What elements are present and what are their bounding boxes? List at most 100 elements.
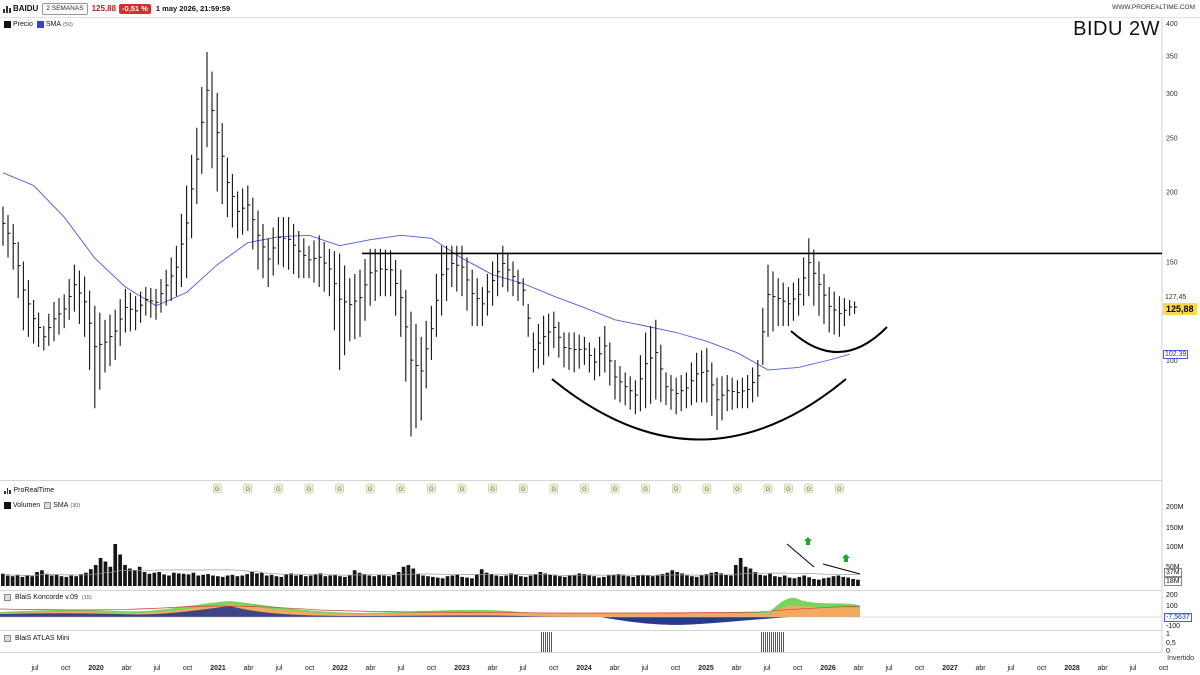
volume-trendline-1: [786, 543, 815, 568]
volume-bar: [474, 574, 479, 586]
legend-volume-sma[interactable]: SMA (30): [44, 502, 80, 509]
event-marker-icon[interactable]: G: [580, 483, 589, 494]
event-marker-icon[interactable]: G: [784, 483, 793, 494]
legend-price[interactable]: Precio: [4, 21, 33, 28]
volume-bar: [426, 576, 430, 586]
volume-bar: [685, 575, 689, 586]
volume-bar: [802, 575, 807, 586]
time-axis-label: abr: [609, 665, 620, 672]
event-marker-icon[interactable]: G: [488, 483, 497, 494]
volume-sma-line: [3, 569, 859, 576]
volume-bar: [758, 574, 763, 586]
volume-bar: [558, 576, 562, 586]
atlas-bar: [783, 632, 784, 652]
event-marker-label: G: [674, 487, 679, 493]
event-marker-label: G: [806, 487, 811, 493]
event-marker-icon[interactable]: G: [427, 483, 436, 494]
bar-chart-icon[interactable]: [3, 5, 11, 13]
volume-bar: [5, 575, 10, 586]
volume-bar: [592, 576, 596, 586]
pane-divider[interactable]: [0, 630, 1162, 631]
event-marker-badge: [804, 483, 814, 494]
koncorde-legend[interactable]: BlaiS Koncorde v.09 (15): [4, 594, 92, 601]
event-marker-icon[interactable]: G: [763, 483, 773, 494]
volume-bar: [181, 573, 186, 586]
sma-swatch: [36, 21, 44, 28]
event-marker-badge: [671, 483, 681, 494]
event-marker-icon[interactable]: G: [733, 483, 742, 494]
volume-bar: [602, 576, 606, 586]
event-marker-icon[interactable]: G: [335, 483, 344, 494]
time-axis-label: jul: [152, 665, 160, 672]
volume-bar: [572, 574, 577, 586]
time-axis-label: jul: [30, 665, 38, 672]
volume-bar: [665, 572, 670, 586]
event-marker-icon[interactable]: G: [274, 483, 283, 494]
time-axis-label: 2023: [454, 665, 470, 672]
event-marker-icon[interactable]: G: [365, 483, 375, 494]
event-marker-icon[interactable]: G: [304, 483, 314, 494]
volume-bar: [670, 570, 675, 586]
volume-bar: [377, 574, 381, 586]
event-marker-label: G: [837, 487, 842, 493]
event-marker-icon[interactable]: G: [396, 483, 406, 494]
koncorde-tick: 100: [1166, 603, 1178, 610]
volume-bar: [411, 568, 416, 586]
volume-bar: [421, 575, 425, 586]
atlas-tick: 0,5: [1166, 640, 1176, 647]
time-axis-label: abr: [853, 665, 864, 672]
volume-bar: [548, 574, 552, 586]
koncorde-signal-line: [0, 605, 861, 614]
event-marker-icon[interactable]: G: [702, 483, 712, 494]
inverted-label[interactable]: Invertido: [1167, 655, 1194, 662]
event-marker-icon[interactable]: G: [518, 483, 528, 494]
event-marker-icon[interactable]: G: [610, 483, 620, 494]
volume-sma-swatch: [44, 502, 52, 509]
legend-volume[interactable]: Volumen: [4, 502, 40, 509]
event-marker-icon[interactable]: G: [835, 483, 844, 494]
volume-bar: [509, 573, 513, 586]
volume-bar: [318, 573, 323, 586]
volume-legend: Volumen SMA (30): [4, 502, 80, 509]
volume-bar: [113, 544, 118, 586]
brand-link[interactable]: WWW.PROREALTIME.COM: [1112, 4, 1195, 11]
pane-divider[interactable]: [0, 590, 1162, 591]
volume-bar: [103, 561, 108, 586]
koncorde-blue-area: [0, 606, 640, 617]
event-marker-label: G: [786, 487, 791, 493]
sma-value-tag: 102,39: [1163, 350, 1189, 359]
volume-bar: [264, 575, 269, 586]
volume-bar: [44, 573, 49, 586]
volume-bar: [225, 575, 230, 586]
ticker-symbol[interactable]: BAIDU: [13, 4, 39, 13]
volume-bar: [528, 575, 533, 586]
volume-bar: [807, 577, 811, 586]
volume-bar: [709, 572, 714, 586]
volume-bar: [484, 572, 489, 586]
event-marker-icon[interactable]: G: [671, 483, 681, 494]
volume-bar: [621, 575, 626, 586]
event-marker-icon[interactable]: G: [457, 483, 467, 494]
event-marker-icon[interactable]: G: [804, 483, 814, 494]
pane-divider: [0, 652, 1162, 653]
volume-bar: [152, 572, 157, 586]
event-marker-icon[interactable]: G: [549, 483, 559, 494]
pane-divider[interactable]: [0, 480, 1162, 481]
volume-bar: [343, 576, 347, 586]
time-axis-label: oct: [183, 665, 192, 672]
volume-bar: [137, 566, 142, 586]
volume-bar: [79, 574, 83, 586]
event-marker-icon[interactable]: G: [212, 483, 222, 494]
time-axis-label: 2020: [88, 665, 104, 672]
legend-sma[interactable]: SMA (50): [36, 21, 73, 28]
volume-bar: [455, 574, 460, 586]
volume-bar: [646, 575, 650, 586]
event-marker-icon[interactable]: G: [243, 483, 253, 494]
volume-bar: [435, 577, 440, 586]
time-axis-label: abr: [975, 665, 986, 672]
atlas-legend[interactable]: BlaiS ATLAS Mini: [4, 635, 69, 642]
atlas-bar: [549, 632, 550, 652]
period-selector[interactable]: 2 SEMANAS: [42, 2, 88, 15]
event-marker-icon[interactable]: G: [641, 483, 650, 494]
